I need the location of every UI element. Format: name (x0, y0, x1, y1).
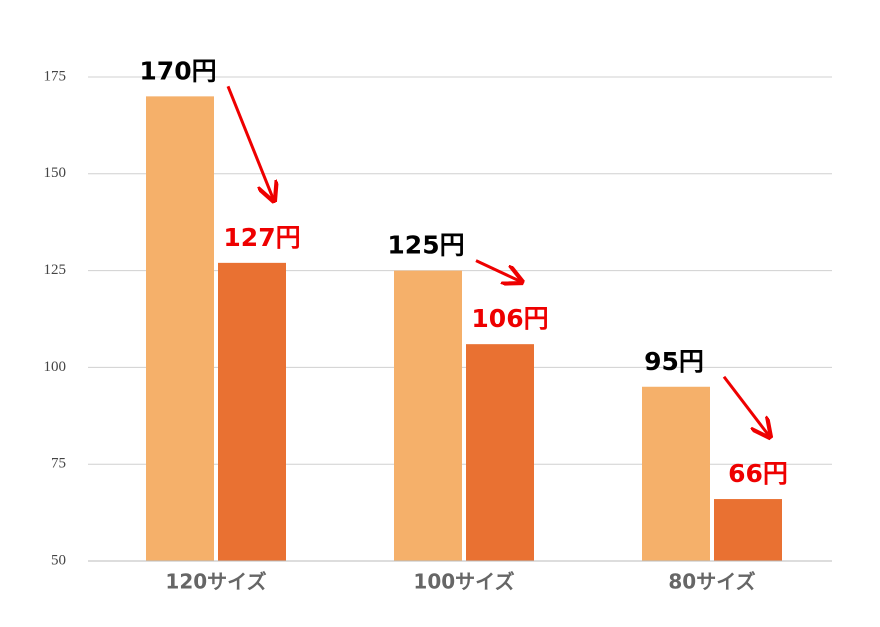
value-label: 66円 (728, 459, 788, 488)
x-tick-label: 120サイズ (165, 570, 266, 594)
y-tick-label: 175 (44, 68, 67, 84)
y-tick-label: 75 (51, 456, 66, 472)
arrow (226, 85, 274, 200)
value-label: 95円 (644, 347, 704, 376)
arrow (475, 259, 522, 283)
bar (218, 262, 286, 561)
bar (642, 386, 710, 561)
y-tick-label: 100 (44, 359, 67, 375)
arrow (722, 375, 770, 437)
y-tick-label: 125 (44, 262, 67, 278)
x-tick-label: 80サイズ (668, 570, 755, 594)
value-label: 125円 (387, 231, 464, 260)
y-tick-label: 150 (44, 165, 67, 181)
value-label: 170円 (139, 56, 216, 85)
value-label: 106円 (471, 304, 548, 333)
y-tick-label: 50 (51, 552, 66, 568)
bar (394, 270, 462, 561)
x-tick-label: 100サイズ (413, 570, 514, 594)
value-label: 127円 (223, 223, 300, 252)
bar (466, 344, 534, 561)
bar (146, 96, 214, 562)
bar (714, 499, 782, 561)
